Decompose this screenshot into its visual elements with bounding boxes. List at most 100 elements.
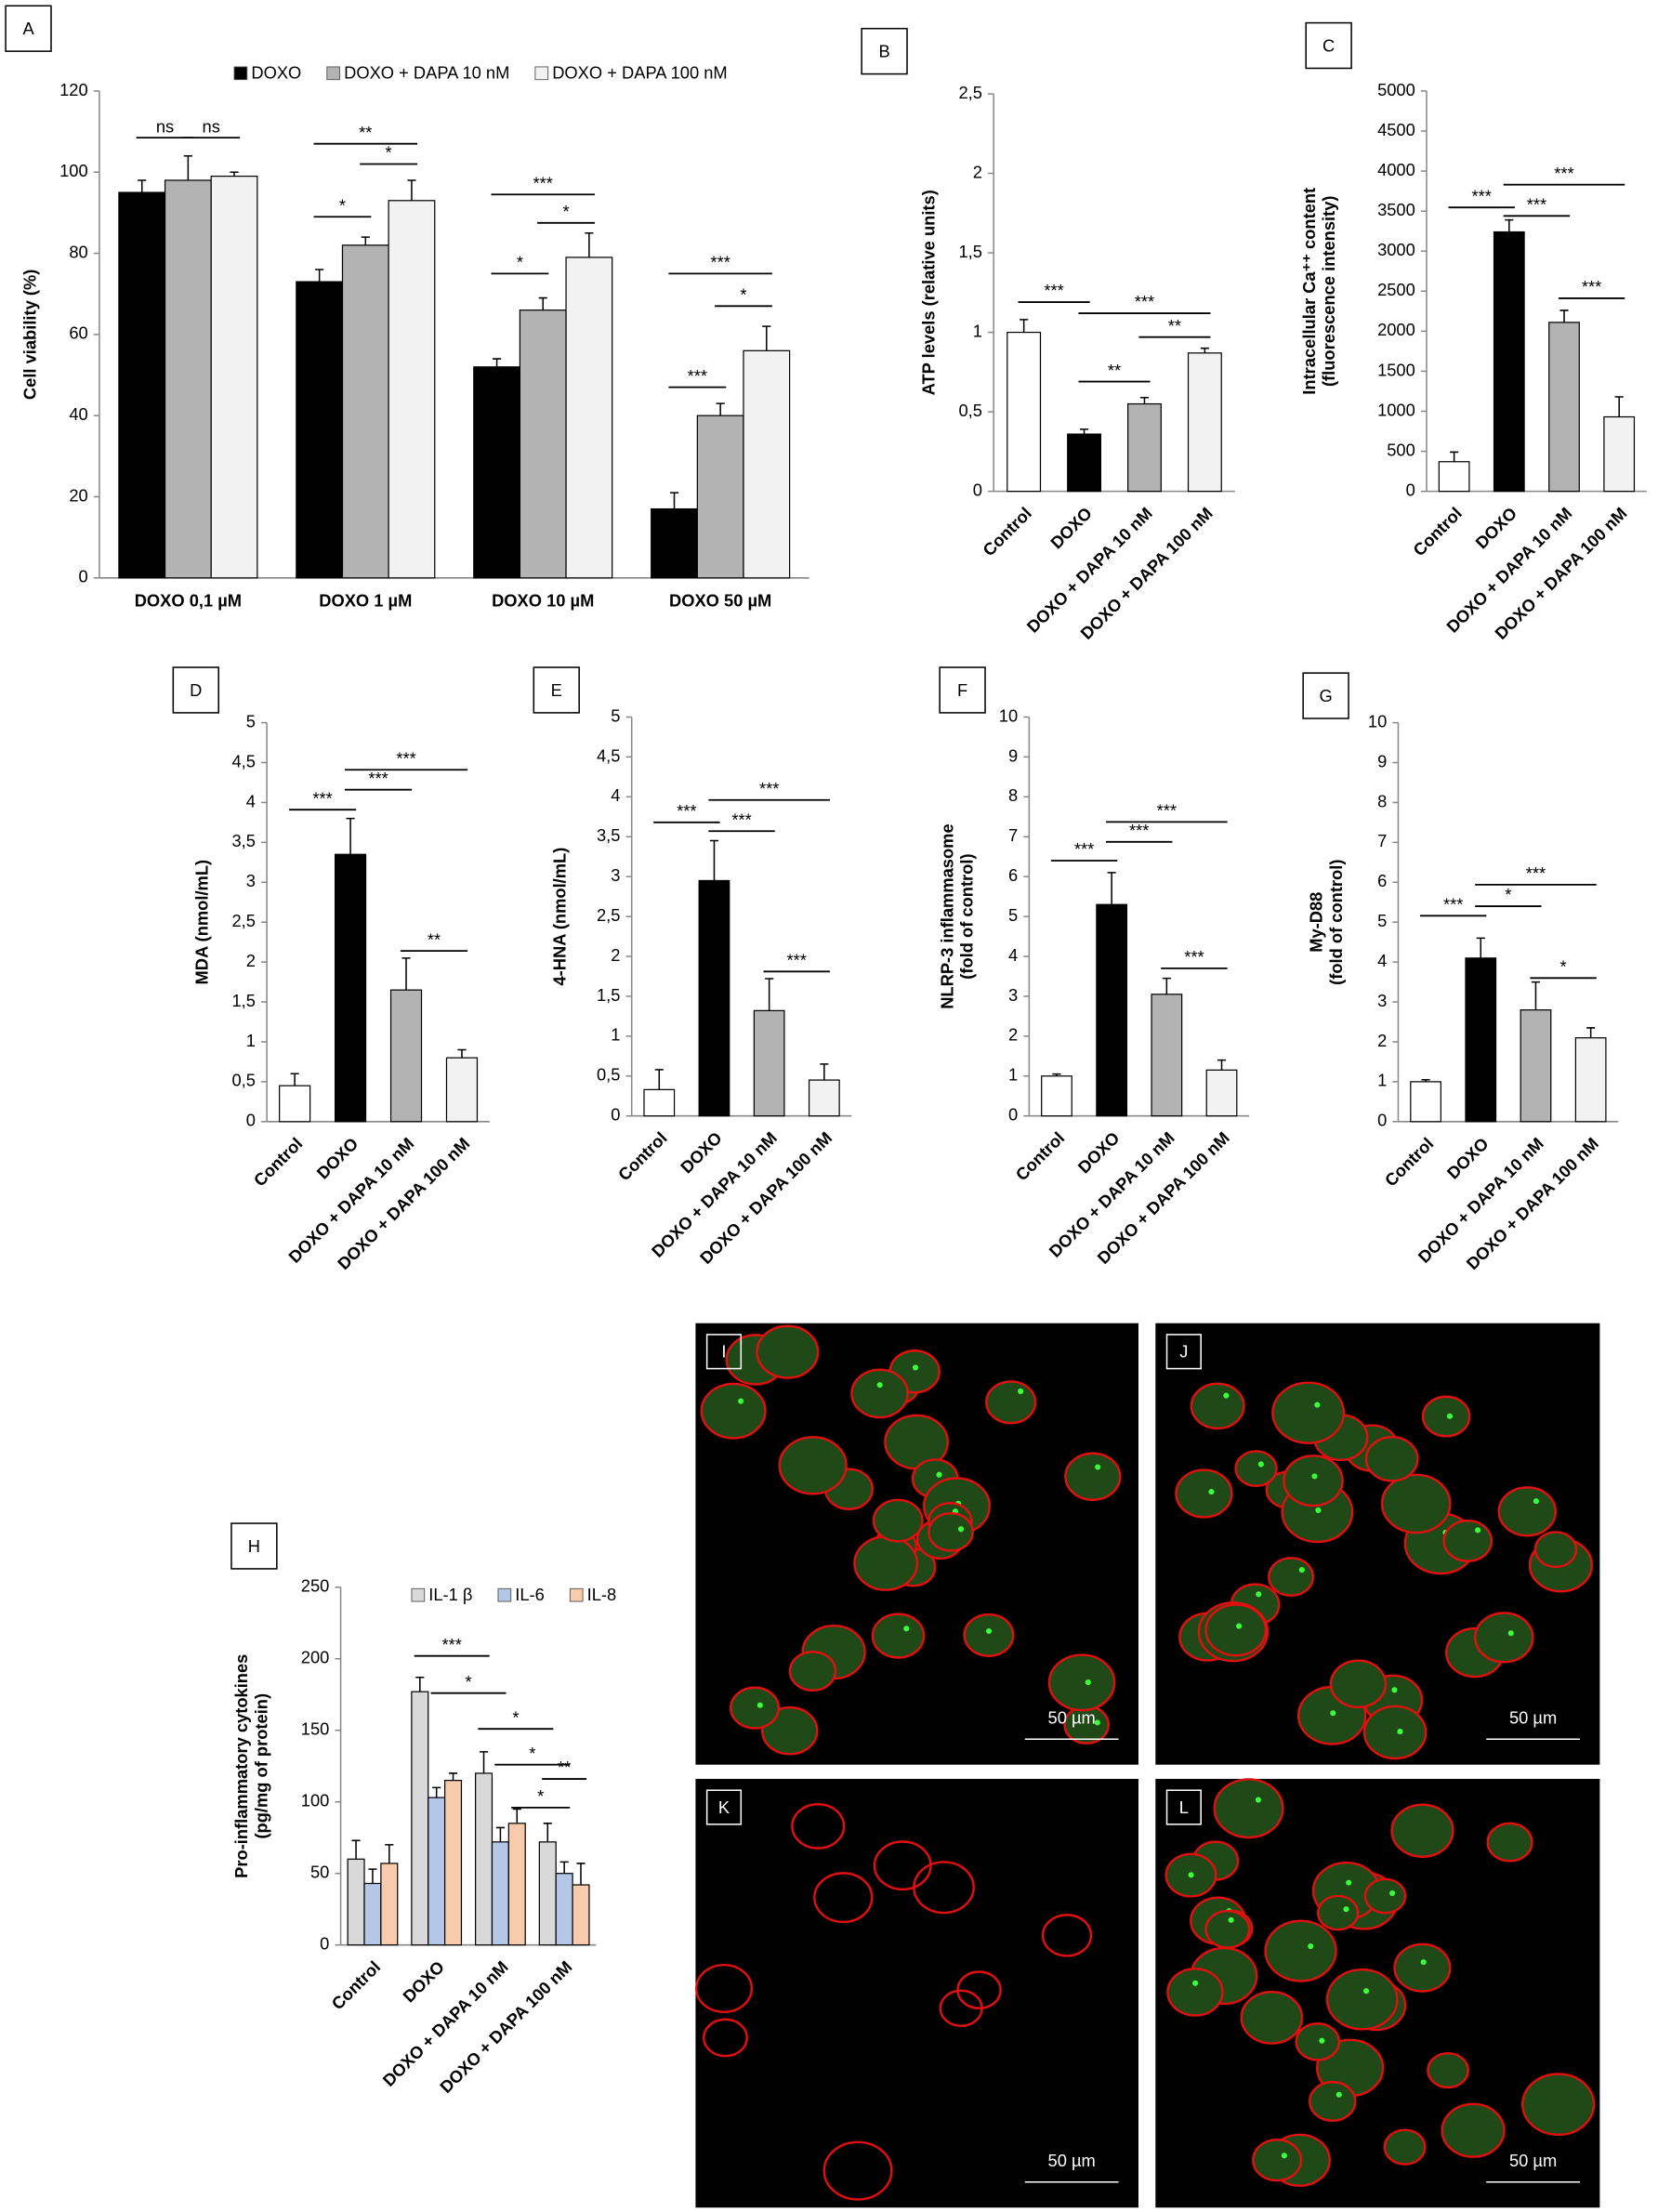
y-tick-label: 2 bbox=[1377, 1031, 1387, 1050]
cell bbox=[1175, 1468, 1233, 1519]
significance-label: *** bbox=[396, 748, 415, 768]
error-bar bbox=[1505, 218, 1514, 232]
y-tick-label: 6 bbox=[1008, 865, 1018, 885]
significance-label: * bbox=[339, 195, 346, 215]
green-spot bbox=[1228, 1916, 1234, 1923]
y-label-line: (fold of control) bbox=[1326, 860, 1346, 985]
image-label: I bbox=[721, 1342, 726, 1362]
x-tick-label: DOXO 1 µM bbox=[319, 591, 412, 611]
y-tick-label: 3 bbox=[246, 871, 256, 890]
bar bbox=[1007, 331, 1042, 493]
significance-label: * bbox=[517, 253, 523, 272]
image-label-box bbox=[705, 1789, 743, 1825]
cell bbox=[1421, 1395, 1471, 1438]
green-spot bbox=[1446, 1413, 1454, 1419]
x-tick-label: Control bbox=[1409, 503, 1466, 560]
error-bar bbox=[576, 1863, 586, 1886]
bar bbox=[347, 1858, 365, 1946]
panel-box bbox=[1302, 672, 1349, 719]
cell bbox=[822, 2140, 893, 2201]
y-tick-label: 5 bbox=[1008, 905, 1018, 925]
y-tick-label: 9 bbox=[1008, 745, 1018, 765]
bar bbox=[411, 1691, 429, 1946]
green-spot bbox=[1256, 1591, 1262, 1598]
significance-label: *** bbox=[1157, 801, 1177, 821]
y-tick-label: 2000 bbox=[1377, 320, 1415, 339]
error-bar bbox=[1052, 1073, 1061, 1076]
bar bbox=[473, 366, 521, 579]
cell bbox=[1204, 1603, 1268, 1657]
panel-box bbox=[533, 666, 580, 714]
y-axis-label: MDA (nmol/mL) bbox=[191, 860, 211, 985]
significance-label: *** bbox=[1527, 194, 1546, 214]
y-tick-label: 0 bbox=[320, 1934, 329, 1954]
bar bbox=[1096, 903, 1128, 1117]
green-spot bbox=[903, 1626, 910, 1632]
significance-label: ** bbox=[428, 929, 441, 949]
panel-label: A bbox=[22, 19, 34, 38]
error-bar bbox=[762, 325, 771, 351]
bar bbox=[1493, 230, 1525, 493]
panel-box bbox=[230, 1522, 278, 1570]
x-tick-label: DOXO 10 µM bbox=[492, 591, 594, 611]
significance-label: * bbox=[465, 1672, 471, 1692]
cell bbox=[1041, 1914, 1093, 1957]
cell bbox=[985, 1380, 1037, 1425]
y-tick-label: 120 bbox=[59, 80, 88, 99]
error-bar bbox=[1559, 309, 1569, 323]
y-tick-label: 1,5 bbox=[958, 242, 981, 261]
error-bar bbox=[1079, 428, 1089, 435]
x-tick-label: Control bbox=[1381, 1134, 1438, 1191]
significance-label: *** bbox=[1526, 863, 1546, 883]
y-tick-label: 500 bbox=[1387, 440, 1415, 459]
green-spot bbox=[1330, 1710, 1336, 1717]
bar bbox=[1205, 1069, 1238, 1117]
significance-label: * bbox=[562, 202, 569, 221]
y-label-line: (pg/mg of protein) bbox=[251, 1693, 270, 1839]
x-tick-label: DOXO bbox=[312, 1134, 362, 1183]
bar bbox=[555, 1873, 573, 1946]
bar bbox=[341, 244, 389, 579]
green-spot bbox=[1389, 1889, 1396, 1897]
x-tick-label: DOXO 50 µM bbox=[669, 591, 771, 611]
bar bbox=[428, 1797, 446, 1946]
green-spot bbox=[1420, 1959, 1427, 1966]
panel-box bbox=[1305, 21, 1352, 70]
legend-label: IL-6 bbox=[515, 1585, 545, 1604]
error-bar bbox=[290, 1073, 299, 1086]
y-tick-label: 0 bbox=[611, 1105, 620, 1125]
error-bar bbox=[351, 1839, 361, 1860]
x-tick-label: Control bbox=[1011, 1127, 1068, 1184]
error-bar bbox=[368, 1868, 377, 1884]
green-spot bbox=[1314, 1402, 1321, 1408]
bar bbox=[1410, 1081, 1441, 1123]
y-tick-label: 100 bbox=[301, 1791, 330, 1810]
bar bbox=[808, 1079, 840, 1117]
error-bar bbox=[1139, 396, 1150, 404]
green-spot bbox=[1336, 2091, 1342, 2098]
y-label-line: (fluorescence intensity) bbox=[1319, 195, 1338, 387]
cell bbox=[872, 1498, 924, 1543]
cell bbox=[1325, 1968, 1399, 2031]
cell bbox=[1441, 2102, 1506, 2158]
green-spot bbox=[1343, 1906, 1349, 1913]
green-spot bbox=[1346, 1879, 1352, 1886]
cell bbox=[928, 1512, 974, 1552]
y-label-line: MDA (nmol/mL) bbox=[191, 860, 211, 985]
green-spot bbox=[1507, 1630, 1514, 1637]
y-tick-label: 20 bbox=[69, 485, 87, 505]
cell bbox=[730, 1686, 781, 1730]
cell bbox=[778, 1436, 848, 1495]
bar bbox=[1067, 433, 1102, 493]
legend-swatch bbox=[326, 66, 340, 81]
error-bar bbox=[361, 236, 370, 245]
significance-label: *** bbox=[368, 769, 388, 788]
significance-label: ** bbox=[359, 123, 372, 142]
error-bar bbox=[432, 1786, 441, 1798]
bar bbox=[474, 1772, 493, 1946]
cell bbox=[1047, 1653, 1116, 1712]
error-bar bbox=[1217, 1059, 1227, 1071]
cell bbox=[1283, 1455, 1344, 1508]
y-label-line: (fold of control) bbox=[957, 853, 977, 979]
